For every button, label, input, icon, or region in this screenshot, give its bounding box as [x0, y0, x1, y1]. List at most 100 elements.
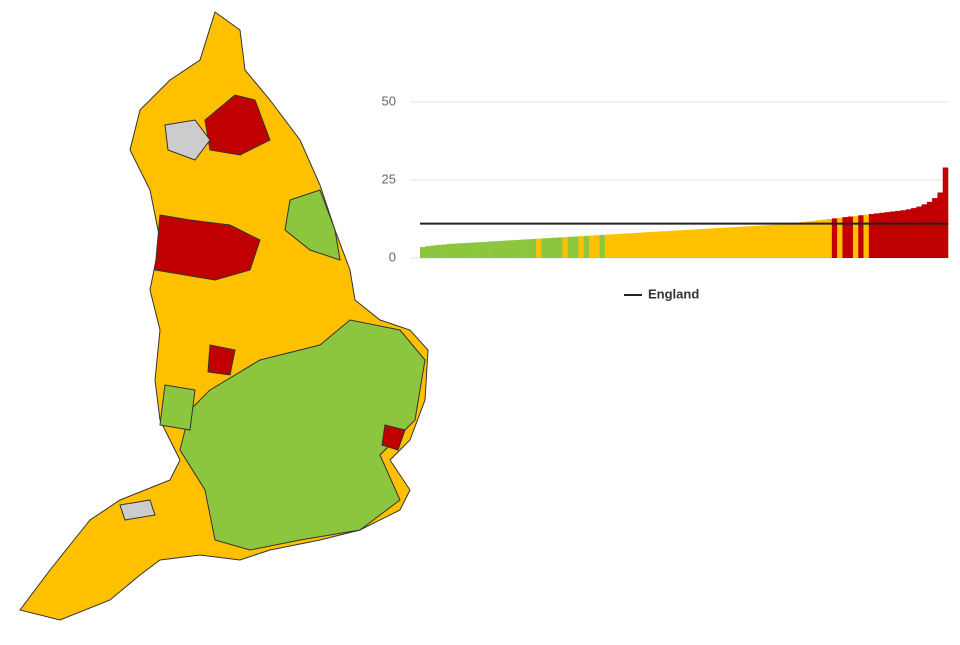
bar: [557, 237, 563, 258]
bar: [488, 241, 495, 258]
bar: [858, 215, 864, 258]
bar: [852, 215, 859, 258]
bar: [499, 240, 505, 258]
bar: [567, 236, 574, 258]
bar: [604, 234, 611, 258]
bar: [884, 212, 891, 258]
bar: [530, 238, 537, 258]
bar: [895, 210, 901, 258]
bar: [784, 223, 790, 258]
bar: [715, 228, 722, 258]
bar: [689, 229, 695, 258]
bar: [462, 243, 468, 258]
bar: [668, 230, 674, 258]
bar: [837, 217, 843, 258]
bar: [456, 243, 463, 258]
bar: [926, 201, 933, 258]
bar: [757, 225, 764, 258]
bar: [509, 240, 516, 258]
bar: [705, 228, 711, 258]
bar: [763, 225, 769, 258]
bar: [451, 243, 458, 258]
bar: [684, 229, 690, 258]
bar: [768, 224, 775, 258]
bar: [736, 226, 743, 258]
bar: [911, 208, 917, 258]
bar: [472, 242, 479, 258]
bar: [662, 231, 669, 258]
map-region: [119, 499, 156, 521]
bar: [921, 204, 928, 258]
y-tick-label: 0: [389, 249, 396, 264]
bar: [541, 238, 548, 258]
bar: [562, 237, 569, 258]
map-region: [204, 94, 271, 156]
bar: [794, 222, 801, 258]
map-region: [207, 344, 236, 376]
bar: [842, 217, 848, 258]
bar: [900, 210, 907, 258]
bar: [673, 230, 680, 258]
bar: [546, 238, 553, 258]
bar: [552, 237, 558, 258]
bar: [493, 241, 500, 258]
bar: [615, 233, 621, 258]
bar: [420, 247, 426, 258]
bar: [435, 244, 442, 258]
y-tick-label: 50: [382, 93, 396, 108]
bar: [879, 212, 885, 258]
bar: [641, 232, 648, 258]
bar: [467, 242, 474, 258]
bar: [631, 233, 637, 258]
bar: [594, 235, 600, 258]
bar: [525, 239, 532, 258]
bar: [625, 233, 632, 258]
bar: [747, 226, 753, 258]
bar: [657, 231, 664, 258]
bar: [831, 218, 838, 258]
bar: [726, 227, 732, 258]
legend-label: England: [648, 286, 699, 301]
bar: [863, 214, 870, 258]
bar: [610, 234, 616, 258]
bar: [937, 192, 944, 258]
bar: [731, 227, 738, 258]
bar: [583, 235, 590, 258]
bar: [847, 216, 854, 258]
bar: [578, 236, 584, 258]
bar: [647, 232, 653, 258]
bar: [636, 232, 643, 258]
bar: [874, 213, 880, 258]
bar: [720, 227, 727, 258]
bar: [478, 242, 484, 258]
bar: [573, 236, 579, 258]
bar: [789, 223, 796, 258]
map: [19, 11, 429, 621]
bar: [699, 228, 706, 258]
bar: [483, 241, 489, 258]
bar: [821, 219, 827, 258]
bar: [678, 230, 685, 258]
bar: [810, 220, 817, 258]
bar: [932, 198, 938, 258]
bar: [779, 224, 785, 258]
bar: [942, 167, 949, 258]
bar: [446, 243, 452, 258]
bar: [752, 225, 759, 258]
map-region: [179, 319, 426, 551]
bar: [694, 229, 701, 258]
bar: [599, 234, 606, 258]
map-region: [381, 424, 406, 451]
bar: [773, 224, 780, 258]
bar: [742, 226, 748, 258]
bar: [905, 209, 912, 258]
bar: [710, 228, 716, 258]
bar: [536, 238, 542, 258]
map-region: [154, 214, 261, 281]
bar: [826, 219, 833, 258]
bar: [816, 220, 822, 258]
bar: [620, 233, 627, 258]
bar: [425, 246, 431, 258]
